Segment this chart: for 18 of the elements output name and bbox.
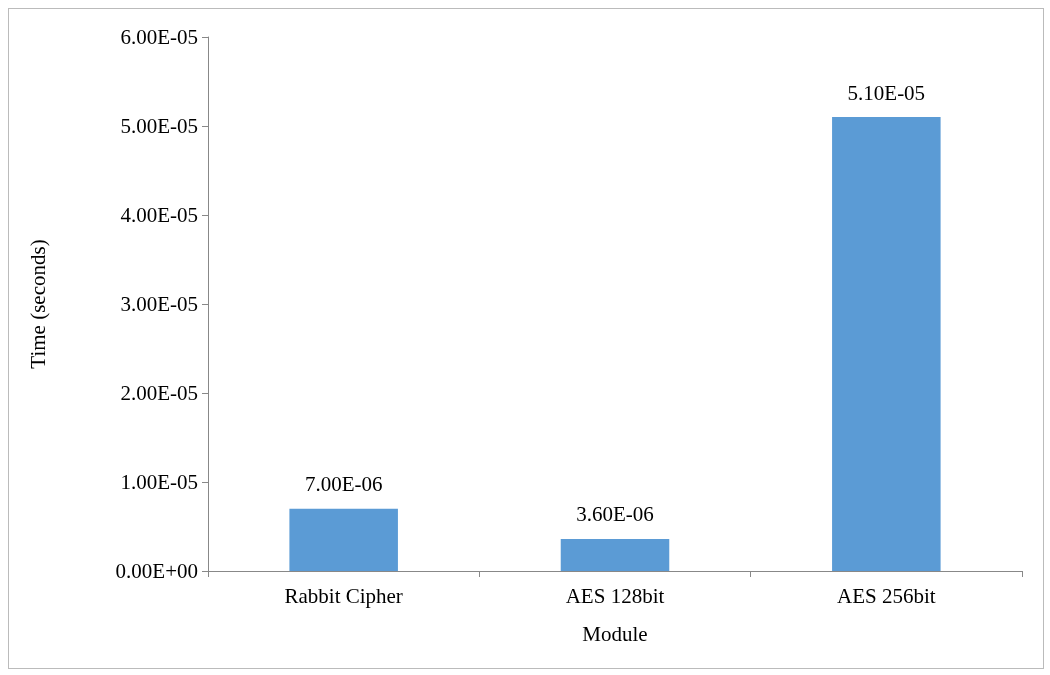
bar [560, 538, 670, 571]
y-axis-title: Time (seconds) [25, 239, 50, 369]
bar [289, 508, 398, 571]
y-tick-label: 3.00E-05 [120, 292, 198, 316]
data-label: 3.60E-06 [576, 502, 654, 527]
y-tick-label: 2.00E-05 [120, 381, 198, 405]
y-tick-label: 1.00E-05 [120, 470, 198, 494]
x-tick-label: AES 128bit [565, 583, 665, 608]
y-tick-label: 5.00E-05 [120, 114, 198, 138]
y-tick-label: 4.00E-05 [120, 203, 198, 227]
x-axis-title: Module [582, 621, 648, 646]
data-label: 5.10E-05 [847, 80, 926, 105]
x-tick-label: AES 256bit [837, 583, 936, 608]
y-tick-label: 0.00E+00 [115, 559, 198, 583]
y-tick-label: 6.00E-05 [120, 25, 198, 49]
x-tick-label: Rabbit Cipher [284, 583, 403, 608]
bar [832, 117, 941, 571]
data-label: 7.00E-06 [304, 472, 383, 497]
